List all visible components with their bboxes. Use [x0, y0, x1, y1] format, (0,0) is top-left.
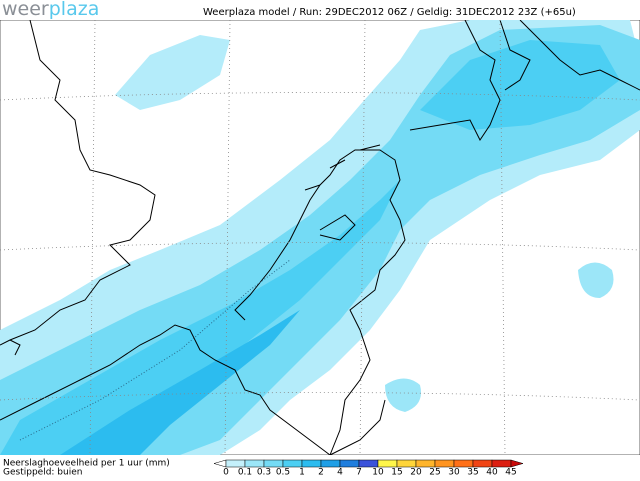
scale-label: 30 — [448, 468, 460, 478]
scale-label: 7 — [356, 468, 362, 478]
scale-cell — [301, 459, 322, 468]
logo-weer: weer — [2, 0, 49, 20]
legend-note: Gestippeld: buien — [3, 468, 82, 478]
scale-cell — [472, 459, 493, 468]
color-scale: 0 0.1 0.3 0.5 1 2 4 7 10 15 20 25 30 35 40 45 — [213, 459, 524, 478]
scale-label: 20 — [410, 468, 422, 478]
scale-label: 0 — [223, 468, 229, 478]
scale-label: 0.3 — [257, 468, 271, 478]
scale-cell — [225, 459, 246, 468]
scale-cell — [282, 459, 303, 468]
scale-label: 40 — [486, 468, 498, 478]
logo: weerplaza — [2, 0, 99, 20]
scale-cell — [244, 459, 265, 468]
scale-cell — [434, 459, 455, 468]
scale-arrow — [510, 459, 524, 468]
scale-cell — [491, 459, 512, 468]
scale-label: 25 — [429, 468, 440, 478]
scale-cell — [263, 459, 284, 468]
scale-label: 45 — [505, 468, 516, 478]
run-info: Weerplaza model / Run: 29DEC2012 06Z / G… — [203, 7, 576, 18]
scale-cell — [453, 459, 474, 468]
scale-label: 15 — [391, 468, 402, 478]
legend-title: Neerslaghoeveelheid per 1 uur (mm) — [3, 459, 170, 469]
scale-label: 35 — [467, 468, 478, 478]
scale-label: 1 — [299, 468, 305, 478]
scale-label: 0.5 — [276, 468, 290, 478]
scale-cell — [339, 459, 360, 468]
scale-label: 4 — [337, 468, 343, 478]
scale-label: 0.1 — [238, 468, 252, 478]
scale-cell — [396, 459, 417, 468]
scale-cell — [415, 459, 436, 468]
scale-cell — [320, 459, 341, 468]
scale-cell — [358, 459, 379, 468]
scale-label: 2 — [318, 468, 324, 478]
header-bar — [0, 0, 640, 20]
scale-label: 10 — [372, 468, 384, 478]
scale-cell — [377, 459, 398, 468]
logo-plaza: plaza — [49, 0, 100, 20]
map-area — [0, 19, 640, 456]
